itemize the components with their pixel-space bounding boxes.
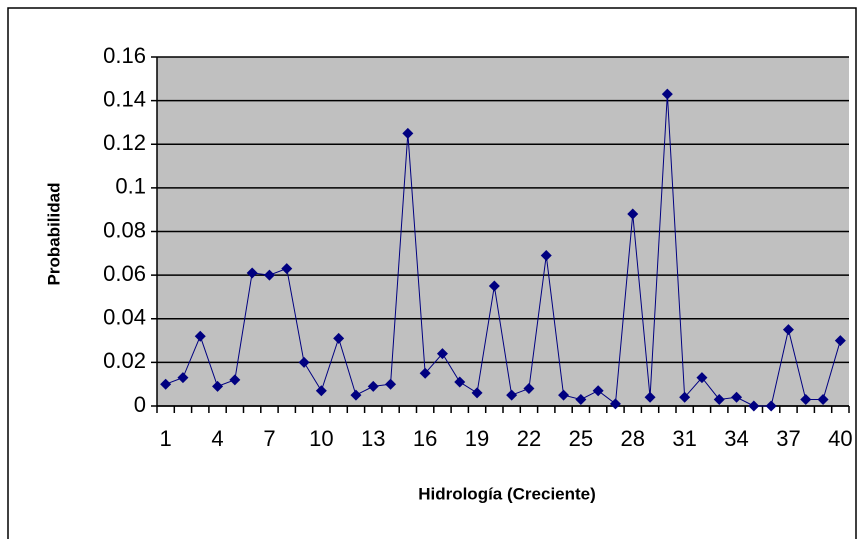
data-point [488,280,500,292]
x-tick-label: 19 [465,426,489,451]
y-tick-label: 0 [134,392,146,417]
data-point [540,249,552,261]
data-point [177,372,189,384]
data-point [834,335,846,347]
data-point [523,383,535,395]
data-point [713,393,725,405]
x-tick-label: 10 [309,426,333,451]
data-point [385,378,397,390]
data-line [165,94,841,407]
x-axis-title: Hidrología (Creciente) [418,484,596,503]
data-point [575,393,587,405]
data-point [367,380,379,392]
x-tick-label: 7 [263,426,275,451]
x-tick-label: 40 [828,426,852,451]
data-point [194,330,206,342]
chart-frame [7,7,857,539]
data-point [350,389,362,401]
y-tick-label: 0.04 [103,305,146,330]
data-point [436,348,448,360]
y-tick-label: 0.1 [115,174,146,199]
data-point [782,324,794,336]
data-point [696,372,708,384]
x-tick-label: 34 [724,426,748,451]
data-point [281,263,293,275]
data-point [817,393,829,405]
data-point [644,391,656,403]
data-point [212,380,224,392]
data-point [609,398,621,410]
y-tick-label: 0.08 [103,217,146,242]
data-point [800,393,812,405]
data-point [246,267,258,279]
data-point [263,269,275,281]
data-point [454,376,466,388]
data-point [402,127,414,139]
data-point [298,356,310,368]
x-tick-label: 13 [361,426,385,451]
data-point [661,88,673,100]
x-tick-label: 22 [517,426,541,451]
data-point [748,400,760,412]
data-point [506,389,518,401]
y-tick-label: 0.12 [103,130,146,155]
data-point [765,400,777,412]
data-point [592,385,604,397]
data-point [627,208,639,220]
y-tick-label: 0.06 [103,261,146,286]
x-tick-label: 16 [413,426,437,451]
data-point [471,387,483,399]
x-tick-label: 37 [776,426,800,451]
y-tick-label: 0.14 [103,86,146,111]
data-point [558,389,570,401]
data-point [731,391,743,403]
data-point [229,374,241,386]
data-point [315,385,327,397]
y-axis-title: Probabilidad [44,183,63,286]
data-point [333,332,345,344]
x-tick-label: 28 [621,426,645,451]
x-tick-label: 31 [672,426,696,451]
data-point [419,367,431,379]
x-tick-label: 25 [569,426,593,451]
y-tick-label: 0.16 [103,43,146,68]
data-point [160,378,172,390]
data-point [679,391,691,403]
x-tick-label: 1 [160,426,172,451]
y-tick-label: 0.02 [103,348,146,373]
x-tick-label: 4 [211,426,223,451]
